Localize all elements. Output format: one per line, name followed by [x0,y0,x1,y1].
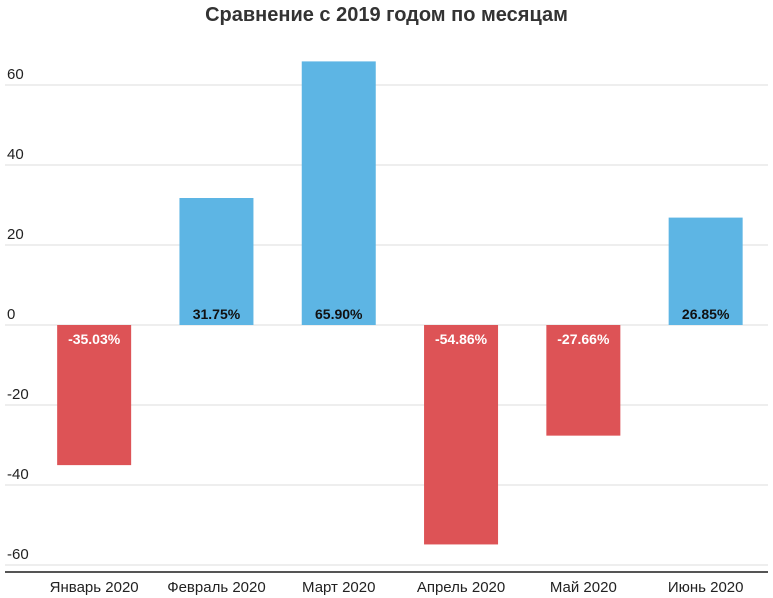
y-tick-label: 0 [7,306,15,323]
y-tick-label: -60 [7,546,29,563]
y-tick-label: -20 [7,386,29,403]
bar [668,217,743,325]
x-tick-label: Март 2020 [302,579,375,596]
bar [301,61,376,326]
y-tick-label: 40 [7,146,24,163]
x-tick-label: Май 2020 [550,579,617,596]
bar [57,325,132,466]
x-tick-label: Апрель 2020 [417,579,505,596]
y-tick-label: 20 [7,226,24,243]
x-tick-label: Февраль 2020 [167,579,266,596]
bar [179,198,254,325]
x-tick-label: Июнь 2020 [668,579,744,596]
x-tick-label: Январь 2020 [50,579,139,596]
chart-title: Сравнение с 2019 годом по месяцам [205,4,568,26]
data-label: -54.86% [435,331,488,347]
data-label: -27.66% [557,331,610,347]
data-label: 26.85% [682,306,730,322]
data-label: 31.75% [193,306,241,322]
y-tick-label: 60 [7,66,24,83]
bar [424,325,499,545]
y-tick-label: -40 [7,466,29,483]
data-label: 65.90% [315,306,363,322]
bar [546,325,621,436]
data-label: -35.03% [68,331,121,347]
